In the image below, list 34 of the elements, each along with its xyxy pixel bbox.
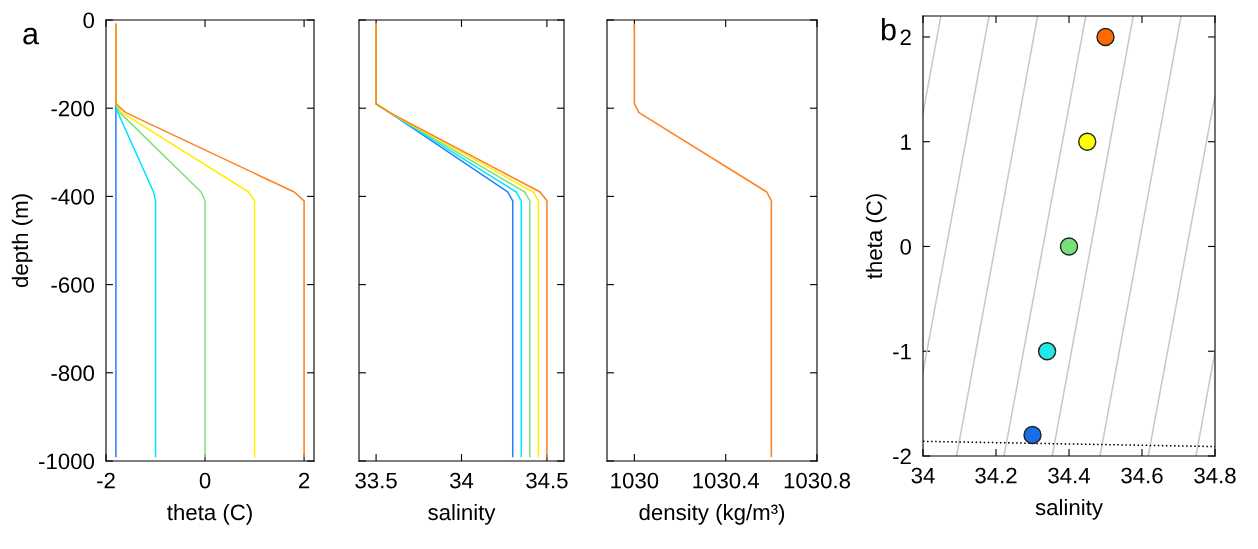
x-axis-title: salinity xyxy=(428,503,496,525)
x-tick-label: 34 xyxy=(911,467,935,484)
y-tick-label: -400 xyxy=(51,188,95,205)
y-tick-label: -200 xyxy=(51,100,95,117)
x-tick-label: 34 xyxy=(449,472,474,489)
y-tick-label: -800 xyxy=(51,365,95,382)
line-series xyxy=(115,23,305,458)
x-tick-label: 33.5 xyxy=(355,472,397,489)
y-tick-label: -1 xyxy=(893,344,911,360)
y-tick-label: -2 xyxy=(893,448,911,465)
x-tick-label: 1030.8 xyxy=(784,472,851,489)
x-tick-label: 34.2 xyxy=(975,467,1017,484)
y-tick-label: -600 xyxy=(51,277,95,293)
x-axis-title: theta (C) xyxy=(167,503,252,525)
x-axis-title: salinity xyxy=(1035,498,1103,520)
x-tick-label: 1030 xyxy=(611,472,659,489)
y-axis-title: theta (C) xyxy=(865,194,887,279)
x-tick-label: 34.8 xyxy=(1194,467,1236,484)
y-tick-label: -1000 xyxy=(39,453,95,470)
x-tick-label: 34.6 xyxy=(1121,467,1163,484)
y-axis-title: depth (m) xyxy=(11,194,33,288)
x-tick-label: 0 xyxy=(199,472,211,489)
y-tick-label: 2 xyxy=(900,29,911,45)
text: b xyxy=(881,18,896,41)
x-tick-label: 34.5 xyxy=(526,472,568,489)
y-tick-label: 0 xyxy=(900,239,912,255)
x-tick-label: 1030.4 xyxy=(693,472,760,489)
text: a xyxy=(23,27,39,45)
y-tick-label: 1 xyxy=(901,134,911,150)
x-tick-label: 2 xyxy=(299,472,310,489)
x-axis-title: density (kg/m³) xyxy=(639,503,785,525)
x-tick-label: 34.4 xyxy=(1048,467,1090,484)
y-tick-label: 0 xyxy=(83,12,95,29)
x-tick-label: -2 xyxy=(97,472,115,489)
